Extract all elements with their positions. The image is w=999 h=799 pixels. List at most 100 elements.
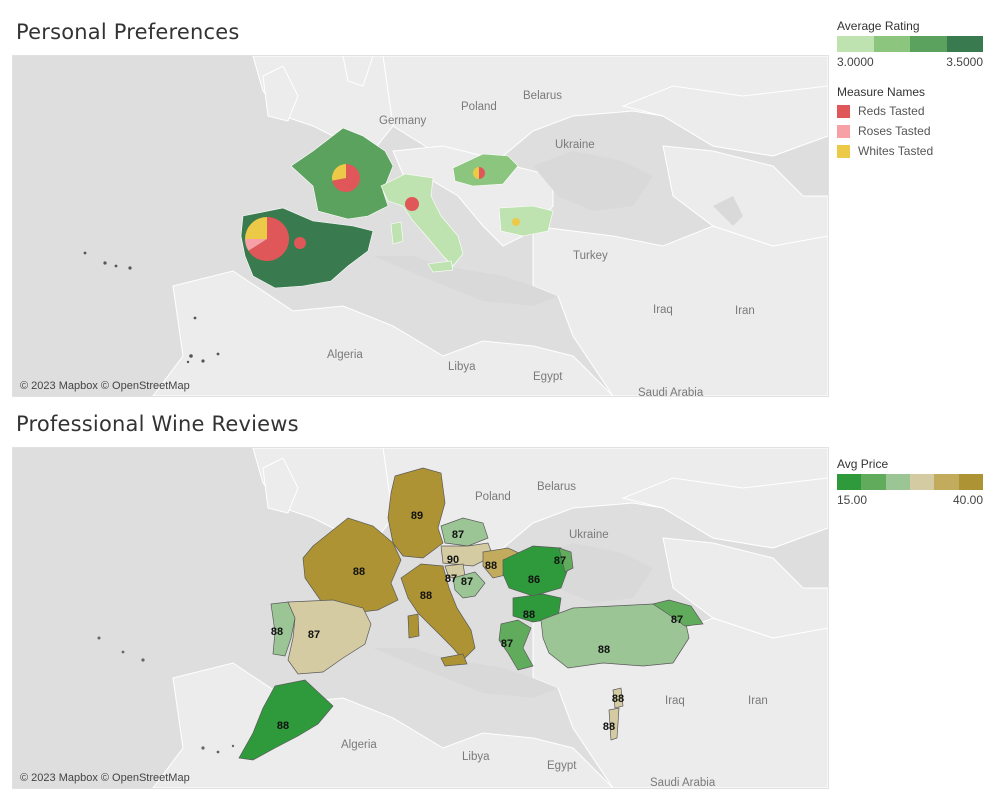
pie-1[interactable]: [294, 237, 306, 249]
country-lebanon[interactable]: [612, 687, 624, 709]
geo-label-ukraine: Ukraine: [569, 529, 609, 541]
country-italy-sardinia[interactable]: [390, 221, 404, 245]
measure-item-roses-tasted[interactable]: Roses Tasted: [837, 123, 933, 139]
bottom-islands: [97, 636, 235, 754]
rating-labels: 89 88 87 90 87 87 88 86 87 88 88 88 87 8…: [271, 510, 683, 733]
bottom-map-credit[interactable]: © 2023 Mapbox © OpenStreetMap: [20, 772, 190, 784]
measure-label: Whites Tasted: [858, 144, 934, 158]
measure-swatch: [837, 124, 850, 138]
geo-label-iran: Iran: [735, 305, 755, 317]
pie-2[interactable]: [332, 164, 360, 193]
pie-slice-whites-tasted[interactable]: [332, 164, 346, 181]
country-turkey[interactable]: [540, 603, 690, 669]
rating-label-romania: 86: [528, 574, 540, 586]
rating-ramp-step-0[interactable]: [837, 36, 874, 52]
rating-label-moldova: 87: [554, 555, 566, 567]
avg-price-min: 15.00: [837, 493, 868, 507]
measure-names-list[interactable]: Reds Tasted Roses Tasted Whites Tasted: [837, 103, 933, 159]
pie-slice-reds-tasted[interactable]: [294, 237, 306, 249]
country-moldova[interactable]: [558, 547, 574, 573]
country-romania[interactable]: [502, 545, 570, 597]
measure-item-reds-tasted[interactable]: Reds Tasted: [837, 103, 933, 119]
avg-price-max: 40.00: [952, 493, 983, 507]
measure-item-whites-tasted[interactable]: Whites Tasted: [837, 143, 933, 159]
rating-label-bulgaria: 88: [523, 609, 535, 621]
rating-label-italy: 88: [420, 590, 432, 602]
country-italy[interactable]: [380, 173, 464, 267]
rating-ramp-step-1[interactable]: [873, 36, 910, 52]
personal-preferences-map[interactable]: Germany Poland Belarus Ukraine Turkey Ir…: [12, 55, 829, 397]
country-morocco[interactable]: [238, 679, 334, 761]
country-germany[interactable]: [387, 467, 446, 559]
avg-price-legend[interactable]: Avg Price 15.00 40.00: [837, 457, 983, 507]
pie-5[interactable]: [512, 218, 520, 226]
rating-label-portugal: 88: [271, 626, 283, 638]
geo-label-belarus: Belarus: [537, 481, 576, 493]
pie-slice-reds-tasted[interactable]: [405, 197, 419, 211]
top-map-canvas[interactable]: Germany Poland Belarus Ukraine Turkey Ir…: [13, 56, 828, 396]
geo-label-egypt: Egypt: [547, 760, 577, 772]
rating-ramp-step-3[interactable]: [946, 36, 983, 52]
price-ramp-step-2[interactable]: [885, 474, 910, 490]
price-ramp-step-3[interactable]: [909, 474, 935, 490]
pie-layer[interactable]: [245, 164, 520, 261]
top-islands: [83, 251, 220, 364]
country-italy-sicily[interactable]: [427, 260, 454, 273]
country-croatia[interactable]: [452, 571, 486, 599]
geo-label-libya: Libya: [462, 751, 490, 763]
rating-label-lebanon: 88: [612, 693, 624, 705]
average-rating-legend[interactable]: Average Rating 3.0000 3.5000: [837, 19, 983, 69]
top-seas: [373, 151, 743, 306]
professional-reviews-map[interactable]: Poland Belarus Ukraine Iraq Iran Algeria…: [12, 447, 829, 789]
average-rating-max: 3.5000: [946, 55, 983, 69]
country-bulgaria[interactable]: [498, 205, 554, 237]
price-ramp-step-1[interactable]: [861, 474, 886, 490]
country-israel[interactable]: [608, 707, 620, 741]
bottom-map-canvas[interactable]: Poland Belarus Ukraine Iraq Iran Algeria…: [13, 448, 828, 788]
measure-names-legend-title: Measure Names: [837, 85, 926, 99]
geo-label-ukraine: Ukraine: [555, 139, 595, 151]
rating-label-turkey: 88: [598, 644, 610, 656]
geo-label-iraq: Iraq: [653, 304, 673, 316]
geo-label-saudi-arabia: Saudi Arabia: [650, 777, 716, 788]
country-italy-sicily[interactable]: [440, 653, 468, 667]
pie-slice-whites-tasted[interactable]: [245, 217, 267, 239]
price-ramp-step-0[interactable]: [837, 474, 862, 490]
pie-0[interactable]: [245, 217, 289, 261]
price-ramp-step-4[interactable]: [934, 474, 959, 490]
rating-label-greece: 87: [501, 638, 513, 650]
top-map-credit[interactable]: © 2023 Mapbox © OpenStreetMap: [20, 380, 190, 392]
country-france[interactable]: [302, 517, 402, 614]
measure-swatch: [837, 104, 850, 118]
pie-slice-reds-tasted[interactable]: [479, 167, 485, 179]
country-spain[interactable]: [287, 599, 372, 675]
measure-names-legend[interactable]: Measure Names Reds Tasted Roses Tasted Whi…: [837, 85, 933, 159]
avg-price-color-ramp[interactable]: [837, 474, 983, 490]
pie-slice-roses-tasted[interactable]: [245, 239, 267, 251]
pie-slice-reds-tasted[interactable]: [332, 164, 360, 193]
geo-label-turkey: Turkey: [573, 250, 608, 262]
geo-label-iran: Iran: [748, 695, 768, 707]
geo-label-poland: Poland: [461, 101, 497, 113]
pie-slice-whites-tasted[interactable]: [512, 218, 520, 226]
rating-label-slovenia: 87: [445, 573, 457, 585]
pie-4[interactable]: [473, 167, 485, 179]
country-czech[interactable]: [440, 517, 489, 547]
pie-3[interactable]: [405, 197, 419, 211]
average-rating-legend-title: Average Rating: [837, 19, 920, 33]
country-hungary[interactable]: [452, 153, 519, 187]
country-georgia[interactable]: [652, 599, 704, 627]
average-rating-color-ramp[interactable]: [837, 36, 983, 52]
pie-slice-whites-tasted[interactable]: [473, 167, 479, 179]
top-map-title: Personal Preferences: [16, 20, 240, 44]
rating-label-georgia: 87: [671, 614, 683, 626]
bottom-choropleth[interactable]: [238, 467, 704, 761]
country-italy-sardinia[interactable]: [407, 613, 420, 639]
country-italy[interactable]: [400, 563, 476, 661]
measure-label: Reds Tasted: [858, 104, 925, 118]
country-greece[interactable]: [498, 619, 534, 671]
pie-slice-reds-tasted[interactable]: [248, 217, 289, 261]
price-ramp-step-5[interactable]: [958, 474, 983, 490]
rating-ramp-step-2[interactable]: [910, 36, 947, 52]
geo-label-belarus: Belarus: [523, 90, 562, 102]
